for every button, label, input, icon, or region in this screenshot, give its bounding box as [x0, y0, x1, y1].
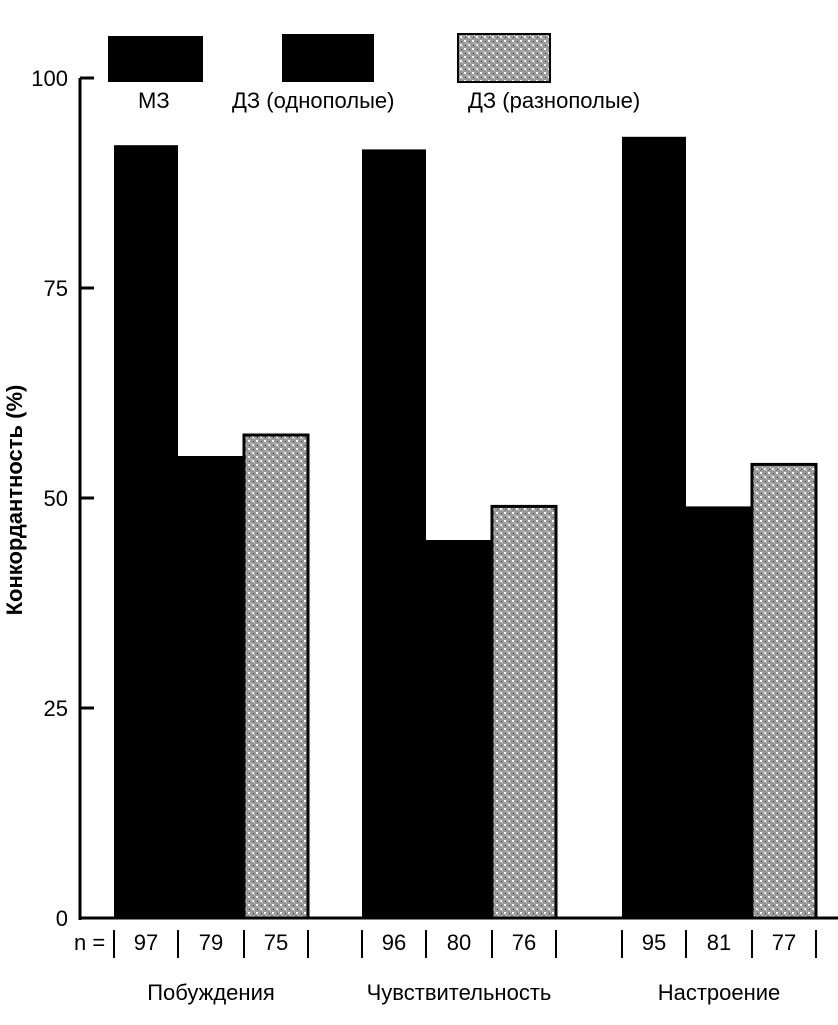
bars [114, 136, 818, 920]
y-tick-label: 100 [31, 66, 68, 91]
y-tick-label: 50 [44, 486, 68, 511]
category-label: Побуждения [147, 980, 275, 1005]
n-value-label: 96 [382, 930, 406, 955]
n-value-label: 80 [447, 930, 471, 955]
bar-1-2 [178, 456, 244, 918]
y-tick-label: 75 [44, 276, 68, 301]
category-labels: Побуждения Чувствительность Настроение [147, 980, 780, 1005]
legend-swatch-mz [108, 36, 203, 82]
bar-2-3 [490, 504, 558, 920]
n-value-label: 81 [707, 930, 731, 955]
n-value-label: 75 [264, 930, 288, 955]
bar-1-3 [242, 433, 310, 920]
legend: МЗ ДЗ (однополые) ДЗ (разнополые) [108, 33, 640, 113]
n-value-label: 77 [772, 930, 796, 955]
bar-3-2 [686, 506, 752, 918]
legend-label-dz-opposite-sex: ДЗ (разнополые) [468, 88, 640, 113]
n-row: 97 79 75 96 80 76 95 81 77 n = [74, 930, 817, 958]
legend-swatch-dz-same-sex [282, 34, 374, 82]
y-tick-label: 25 [44, 696, 68, 721]
n-value-label: 95 [642, 930, 666, 955]
n-value-label: 76 [512, 930, 536, 955]
y-ticks: 0 25 50 75 100 [31, 66, 94, 931]
n-prefix-label: n = [74, 930, 105, 955]
y-tick-label: 0 [56, 906, 68, 931]
bar-2-1 [362, 149, 426, 918]
category-label: Чувствительность [367, 980, 552, 1005]
legend-swatch-dz-opposite-sex [457, 33, 551, 83]
legend-label-dz-same-sex: ДЗ (однополые) [232, 88, 394, 113]
n-value-label: 97 [134, 930, 158, 955]
n-value-label: 79 [199, 930, 223, 955]
bar-3-1 [622, 136, 686, 919]
legend-label-mz: МЗ [138, 88, 170, 113]
bar-1-1 [114, 145, 178, 918]
category-label: Настроение [658, 980, 781, 1005]
bar-3-3 [750, 462, 818, 920]
y-axis-label: Конкордантность (%) [2, 385, 27, 616]
bar-2-2 [426, 540, 492, 918]
